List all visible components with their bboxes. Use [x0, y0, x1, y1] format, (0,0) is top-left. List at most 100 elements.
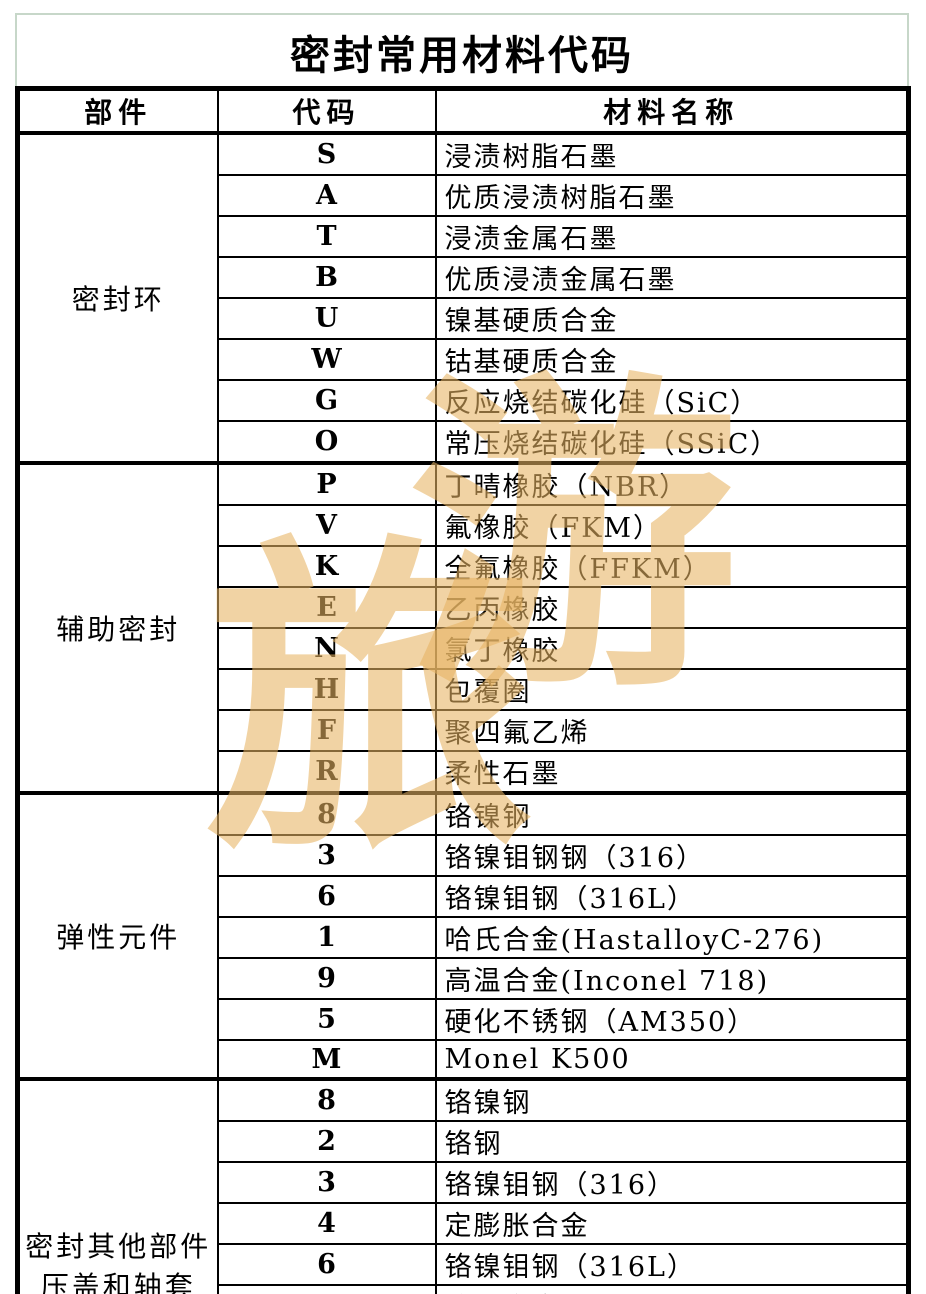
code-cell: 5: [216, 998, 437, 1041]
code-cell: F: [216, 709, 437, 752]
table-row: 6 铬镍钼钢（316L）: [18, 1243, 910, 1286]
component-label-line: 密封环: [71, 283, 165, 316]
table-row: 3 铬镍钼钢钢（316）: [18, 834, 910, 877]
material-cell: 氯丁橡胶: [434, 627, 910, 670]
page-title: 密封常用材料代码: [290, 31, 634, 79]
code-cell: B: [216, 256, 437, 299]
table-row: 3 铬镍钼钢（316）: [18, 1161, 910, 1204]
material-cell: 铬镍钼钢（316L）: [434, 1243, 910, 1286]
component-cell: 弹性元件: [16, 791, 219, 1080]
table-row: B 优质浸渍金属石墨: [18, 256, 910, 299]
material-cell: 柔性石墨: [434, 750, 910, 794]
header-component: 部件: [16, 87, 219, 135]
component-label-line: 弹性元件: [56, 921, 181, 954]
material-cell: 铬镍钢: [434, 791, 910, 836]
table-row: 密封环 S 浸渍树脂石墨: [16, 131, 910, 464]
table-row: 4 定膨胀合金: [18, 1202, 910, 1245]
material-cell: 氟橡胶（FKM）: [434, 504, 910, 547]
material-cell: 丁晴橡胶（NBR）: [434, 461, 910, 506]
material-cell: 镍基硬质合金: [434, 297, 910, 340]
header-row: 部件 代码 材料名称: [16, 87, 910, 135]
code-cell: O: [216, 420, 437, 464]
title-box: 密封常用材料代码: [15, 13, 909, 88]
code-cell: M: [216, 1039, 437, 1080]
table-row: M Monel K500: [18, 1039, 910, 1080]
code-cell: 4: [216, 1202, 437, 1245]
table-row: O 常压烧结碳化硅（SSiC）: [18, 420, 910, 464]
component-cell: 密封其他部件压盖和轴套: [16, 1077, 219, 1294]
material-cell: 乙丙橡胶: [434, 586, 910, 629]
material-cell: 包覆圈: [434, 668, 910, 711]
material-cell: 哈氏合金(HastalloyC-276): [434, 916, 910, 959]
component-cell: 密封环: [16, 131, 219, 464]
code-cell: 8: [216, 791, 437, 836]
material-cell: 铬镍钼钢（316L）: [434, 875, 910, 918]
code-cell: 2: [216, 1120, 437, 1163]
material-cell: 哈氏合金(Hastalloy B2 ): [434, 1284, 910, 1294]
code-cell: G: [216, 379, 437, 422]
code-cell: H: [216, 668, 437, 711]
material-cell: 铬钢: [434, 1120, 910, 1163]
code-cell: 8: [216, 1077, 437, 1122]
code-cell: 1: [216, 916, 437, 959]
code-cell: N: [216, 627, 437, 670]
table-row: V 氟橡胶（FKM）: [18, 504, 910, 547]
material-cell: Monel K500: [434, 1039, 910, 1080]
table-row: H 包覆圈: [18, 668, 910, 711]
table-body: 密封环 S 浸渍树脂石墨 A 优质浸渍树脂石墨 T 浸渍金属石墨 B 优质浸渍金属石墨 U 镍基硬质…: [16, 131, 910, 1294]
material-cell: 高温合金(Inconel 718): [434, 957, 910, 1000]
table-row: N 氯丁橡胶: [18, 627, 910, 670]
table-row: G 反应烧结碳化硅（SiC）: [18, 379, 910, 422]
material-cell: 钴基硬质合金: [434, 338, 910, 381]
header-material: 材料名称: [434, 87, 910, 135]
code-cell: W: [216, 338, 437, 381]
table-row: 辅助密封 P 丁晴橡胶（NBR）: [16, 461, 910, 794]
material-cell: 浸渍树脂石墨: [434, 131, 910, 176]
table-row: 9 高温合金(Inconel 718): [18, 957, 910, 1000]
table-row: 6 铬镍钼钢（316L）: [18, 875, 910, 918]
table-row: A 优质浸渍树脂石墨: [18, 174, 910, 217]
table-row: U 镍基硬质合金: [18, 297, 910, 340]
material-cell: 浸渍金属石墨: [434, 215, 910, 258]
table-row: 密封其他部件 压盖和轴套 8 铬镍钢: [16, 1077, 910, 1294]
material-cell: 铬镍钼钢钢（316）: [434, 834, 910, 877]
material-cell: 聚四氟乙烯: [434, 709, 910, 752]
code-cell: A: [216, 174, 437, 217]
header-code: 代码: [216, 87, 437, 135]
component-label-line: 辅助密封: [56, 613, 181, 646]
material-cell: 铬镍钢: [434, 1077, 910, 1122]
material-cell: 铬镍钼钢（316）: [434, 1161, 910, 1204]
table-row: R 柔性石墨: [18, 750, 910, 794]
code-cell: 9: [216, 957, 437, 1000]
code-cell: 6: [216, 1243, 437, 1286]
code-cell: P: [216, 461, 437, 506]
table-row: W 钴基硬质合金: [18, 338, 910, 381]
material-cell: 优质浸渍金属石墨: [434, 256, 910, 299]
code-cell: R: [216, 750, 437, 794]
code-cell: K: [216, 545, 437, 588]
material-cell: 全氟橡胶（FFKM）: [434, 545, 910, 588]
code-cell: 6: [216, 875, 437, 918]
material-cell: 反应烧结碳化硅（SiC）: [434, 379, 910, 422]
code-cell: 3: [216, 834, 437, 877]
code-cell: U: [216, 297, 437, 340]
code-cell: B: [216, 1284, 437, 1294]
table-row: F 聚四氟乙烯: [18, 709, 910, 752]
material-code-table: 部件 代码 材料名称 密封环 S 浸渍树脂石墨 A 优质浸渍树脂石墨 T 浸渍金属石墨 B 优质…: [15, 86, 911, 1294]
table-row: 1 哈氏合金(HastalloyC-276): [18, 916, 910, 959]
code-cell: V: [216, 504, 437, 547]
code-cell: S: [216, 131, 437, 176]
code-cell: T: [216, 215, 437, 258]
table-row: E 乙丙橡胶: [18, 586, 910, 629]
material-cell: 硬化不锈钢（AM350）: [434, 998, 910, 1041]
code-cell: 3: [216, 1161, 437, 1204]
component-label-line: 压盖和轴套: [40, 1269, 196, 1294]
component-cell: 辅助密封: [16, 461, 219, 794]
table-row: 2 铬钢: [18, 1120, 910, 1163]
material-cell: 常压烧结碳化硅（SSiC）: [434, 420, 910, 464]
material-cell: 定膨胀合金: [434, 1202, 910, 1245]
component-label-line: 密封其他部件: [25, 1229, 212, 1263]
code-cell: E: [216, 586, 437, 629]
table-row: K 全氟橡胶（FFKM）: [18, 545, 910, 588]
